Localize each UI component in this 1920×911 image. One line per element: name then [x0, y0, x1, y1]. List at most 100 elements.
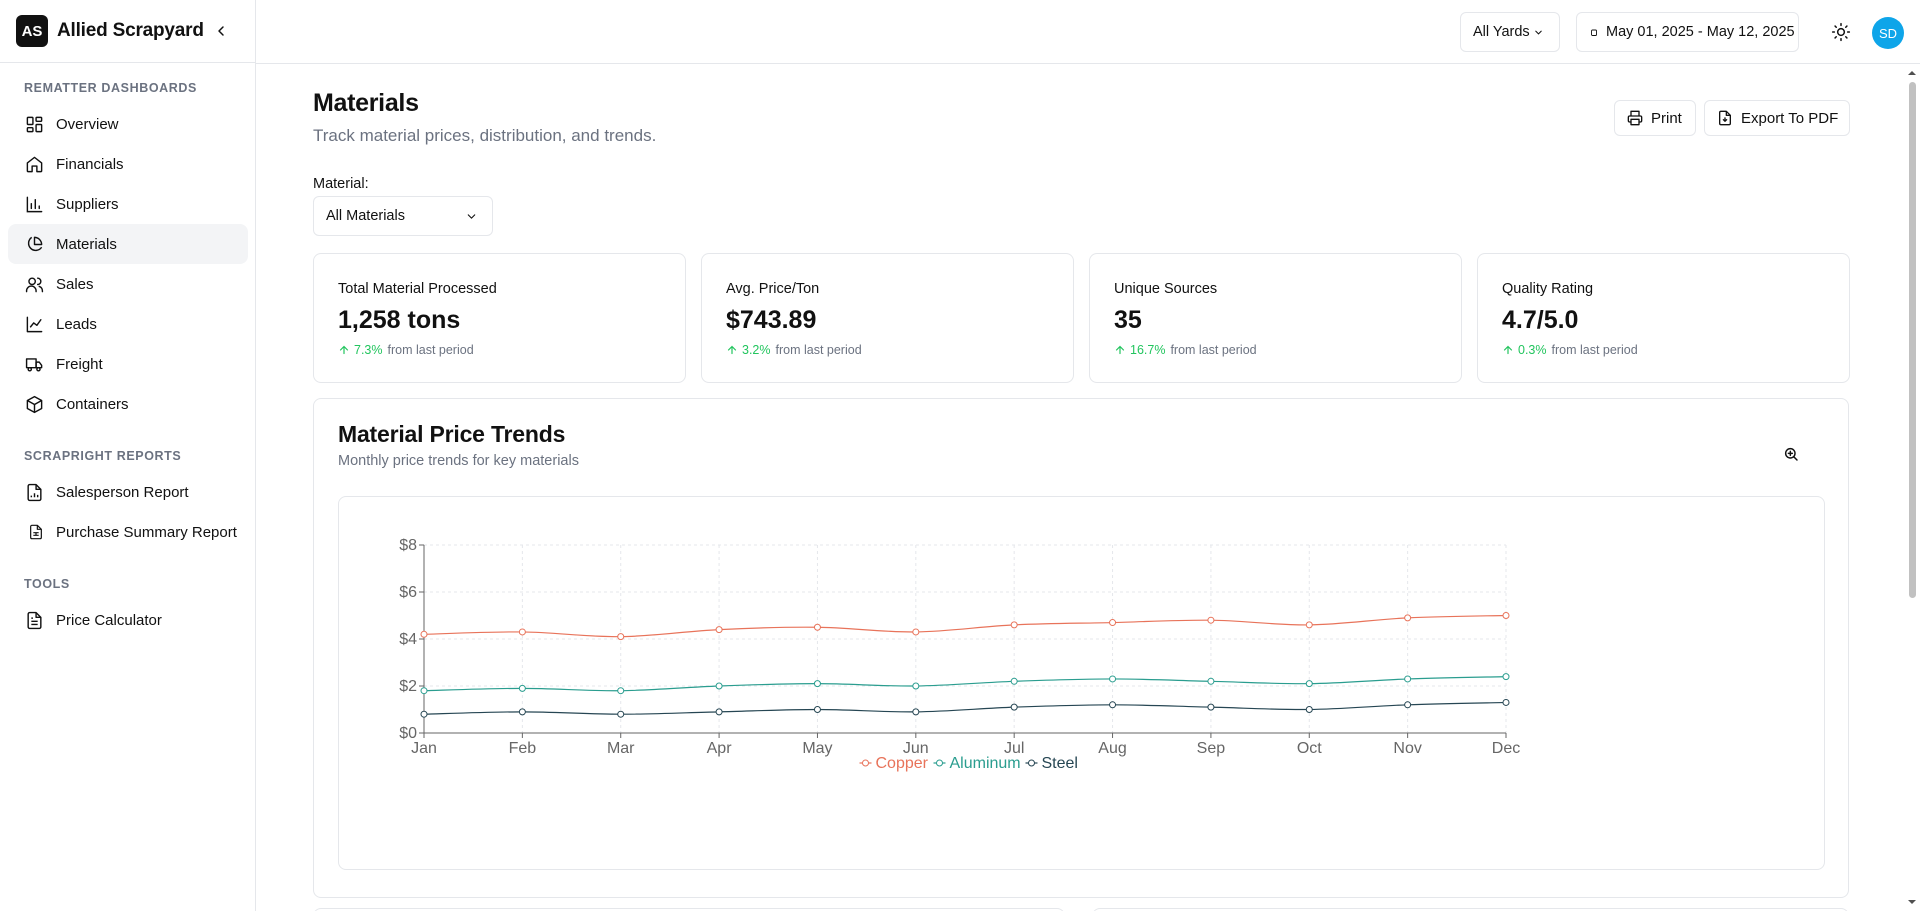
data-point-aluminum — [1010, 677, 1018, 685]
data-point-copper — [1010, 621, 1018, 629]
legend-label-aluminum: Aluminum — [950, 755, 1021, 772]
x-tick-label: Jun — [903, 740, 929, 757]
sidebar-section-dashboards: REMATTER DASHBOARDS — [0, 81, 256, 95]
y-tick-label: $2 — [399, 678, 417, 695]
series-line-aluminum — [423, 676, 1507, 692]
x-tick-label: Oct — [1297, 740, 1322, 757]
kpi-delta-value: 7.3% — [354, 343, 383, 357]
sidebar-item-financials[interactable]: Financials — [8, 144, 248, 184]
data-point-aluminum — [1207, 677, 1215, 685]
topbar: All Yards May 01, 2025 - May 12, 2025 — [256, 0, 1920, 64]
sidebar-item-overview[interactable]: Overview — [8, 104, 248, 144]
layout-grid-icon — [26, 116, 42, 132]
date-range-picker[interactable]: May 01, 2025 - May 12, 2025 — [1576, 12, 1799, 52]
calendar-icon — [1591, 29, 1597, 36]
data-point-copper — [1109, 619, 1117, 627]
truck-icon — [25, 357, 42, 372]
file-download-icon — [1719, 110, 1731, 126]
sidebar-item-suppliers[interactable]: Suppliers — [8, 184, 248, 224]
chevron-left-icon — [218, 26, 224, 36]
print-button[interactable]: Print — [1614, 100, 1696, 136]
sidebar-item-label: Price Calculator — [56, 611, 162, 629]
data-point-aluminum — [1502, 673, 1510, 681]
bar-chart-icon — [26, 196, 42, 212]
sidebar-item-label: Sales — [56, 275, 94, 293]
x-tick-label: May — [802, 740, 832, 757]
chart-subtitle: Monthly price trends for key materials — [338, 453, 579, 469]
printer-icon — [1627, 110, 1643, 126]
export-pdf-button[interactable]: Export To PDF — [1704, 100, 1850, 136]
sidebar-item-label: Purchase Summary Report — [56, 523, 237, 541]
scroll-up-icon[interactable] — [1908, 69, 1916, 77]
material-select[interactable]: All Materials — [313, 196, 493, 236]
chevron-down-icon — [467, 214, 476, 219]
kpi-delta: 0.3% from last period — [1502, 343, 1638, 357]
file-text-icon — [26, 611, 42, 629]
kpi-value: 4.7/5.0 — [1502, 306, 1579, 334]
x-tick-label: Apr — [707, 740, 733, 757]
x-tick-label: Sep — [1197, 740, 1226, 757]
theme-toggle-button[interactable] — [1830, 21, 1852, 43]
home-icon — [26, 156, 42, 172]
sidebar-item-materials[interactable]: Materials — [8, 224, 248, 264]
data-point-copper — [912, 628, 920, 636]
kpi-value: $743.89 — [726, 306, 817, 334]
data-point-aluminum — [813, 680, 821, 688]
material-label: Material: — [313, 176, 369, 192]
y-tick-label: $8 — [399, 537, 417, 554]
kpi-delta: 3.2% from last period — [726, 343, 862, 357]
x-tick-label: Jan — [411, 740, 437, 757]
brand-name: Allied Scrapyard — [57, 20, 204, 41]
scroll-down-icon[interactable] — [1908, 898, 1916, 906]
zoom-in-icon — [1784, 447, 1798, 461]
data-point-steel — [1404, 701, 1412, 709]
data-point-aluminum — [912, 682, 920, 690]
kpi-delta: 16.7% from last period — [1114, 343, 1257, 357]
kpi-card-total-material: Total Material Processed 1,258 tons 7.3%… — [313, 253, 686, 383]
page-title: Materials — [313, 89, 419, 117]
line-chart-icon — [26, 316, 42, 332]
sidebar-section-title: TOOLS — [24, 577, 70, 591]
legend-marker-aluminum — [936, 759, 943, 767]
x-tick-label: Feb — [509, 740, 537, 757]
sidebar-section-reports: SCRAPRIGHT REPORTS — [0, 449, 256, 463]
box-icon — [26, 395, 42, 413]
sidebar-item-containers[interactable]: Containers — [8, 384, 248, 424]
sidebar-item-price-calculator[interactable]: Price Calculator — [8, 600, 248, 640]
series-line-steel — [423, 701, 1507, 715]
data-point-steel — [617, 710, 625, 718]
yard-select[interactable]: All Yards — [1460, 12, 1560, 52]
print-label: Print — [1651, 109, 1682, 127]
data-point-aluminum — [715, 682, 723, 690]
file-chart-icon — [26, 483, 42, 501]
kpi-label: Total Material Processed — [338, 281, 497, 297]
page-subtitle: Track material prices, distribution, and… — [313, 126, 657, 145]
data-point-copper — [1207, 616, 1215, 624]
kpi-label: Avg. Price/Ton — [726, 281, 820, 297]
sidebar-item-sales[interactable]: Sales — [8, 264, 248, 304]
yard-select-value: All Yards — [1473, 24, 1530, 40]
data-point-steel — [1207, 703, 1215, 711]
file-spreadsheet-icon — [30, 524, 42, 540]
sidebar-item-label: Leads — [56, 315, 97, 333]
data-point-steel — [1010, 703, 1018, 711]
sidebar-item-freight[interactable]: Freight — [8, 344, 248, 384]
legend-marker-steel — [1028, 759, 1035, 767]
page-scrollbar[interactable] — [1904, 64, 1920, 911]
sidebar-section-tools: TOOLS — [0, 577, 256, 591]
user-avatar[interactable]: SD — [1872, 17, 1904, 49]
sidebar-item-purchase-summary-report[interactable]: Purchase Summary Report — [8, 512, 248, 552]
arrow-up-icon — [339, 345, 349, 355]
data-point-steel — [420, 710, 428, 718]
sidebar-item-salesperson-report[interactable]: Salesperson Report — [8, 472, 248, 512]
sidebar-item-label: Overview — [56, 115, 119, 133]
brand: AS Allied Scrapyard — [0, 0, 255, 63]
zoom-chart-button[interactable] — [1776, 439, 1806, 469]
data-point-steel — [1305, 706, 1313, 713]
kpi-delta-suffix: from last period — [387, 343, 474, 357]
kpi-card-unique-sources: Unique Sources 35 16.7% from last period — [1089, 253, 1462, 383]
sidebar-item-leads[interactable]: Leads — [8, 304, 248, 344]
data-point-copper — [813, 623, 821, 631]
collapse-sidebar-button[interactable] — [210, 20, 232, 42]
scrollbar-thumb[interactable] — [1909, 82, 1916, 598]
